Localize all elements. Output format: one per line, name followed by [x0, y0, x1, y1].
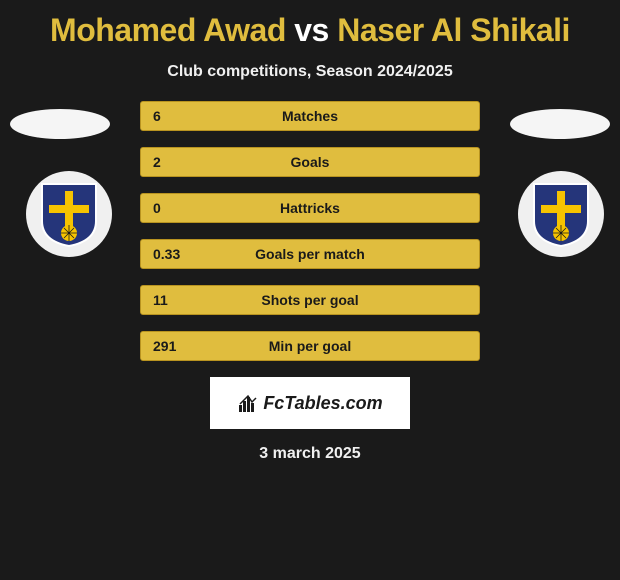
- stat-row: 11 Shots per goal: [140, 285, 480, 315]
- player1-placeholder-oval: [10, 109, 110, 139]
- player2-club-crest: [518, 171, 604, 257]
- subtitle: Club competitions, Season 2024/2025: [0, 63, 620, 81]
- stat-value-left: 2: [153, 154, 161, 170]
- stats-bars: 6 Matches 2 Goals 0 Hattricks 0.33 Goals…: [140, 101, 480, 361]
- club-crest-icon: [531, 181, 591, 247]
- player2-name: Naser Al Shikali: [337, 12, 570, 48]
- vs-text: vs: [294, 12, 329, 48]
- club-crest-icon: [39, 181, 99, 247]
- fctables-logo-icon: [237, 392, 259, 414]
- comparison-title: Mohamed Awad vs Naser Al Shikali: [0, 0, 620, 49]
- stat-value-left: 291: [153, 338, 176, 354]
- stat-row: 0 Hattricks: [140, 193, 480, 223]
- player1-name: Mohamed Awad: [50, 12, 286, 48]
- stat-value-left: 11: [153, 292, 168, 308]
- stat-label: Goals per match: [141, 246, 479, 262]
- player2-placeholder-oval: [510, 109, 610, 139]
- stat-row: 2 Goals: [140, 147, 480, 177]
- stat-value-left: 6: [153, 108, 161, 124]
- stat-label: Min per goal: [141, 338, 479, 354]
- stat-label: Hattricks: [141, 200, 479, 216]
- player1-club-crest: [26, 171, 112, 257]
- fctables-label: FcTables.com: [263, 393, 382, 414]
- comparison-date: 3 march 2025: [0, 445, 620, 463]
- stat-value-left: 0.33: [153, 246, 180, 262]
- stat-row: 291 Min per goal: [140, 331, 480, 361]
- stat-label: Matches: [141, 108, 479, 124]
- stat-row: 6 Matches: [140, 101, 480, 131]
- stat-label: Goals: [141, 154, 479, 170]
- stat-value-left: 0: [153, 200, 161, 216]
- content-area: 6 Matches 2 Goals 0 Hattricks 0.33 Goals…: [0, 101, 620, 463]
- stat-label: Shots per goal: [141, 292, 479, 308]
- fctables-badge[interactable]: FcTables.com: [210, 377, 410, 429]
- stat-row: 0.33 Goals per match: [140, 239, 480, 269]
